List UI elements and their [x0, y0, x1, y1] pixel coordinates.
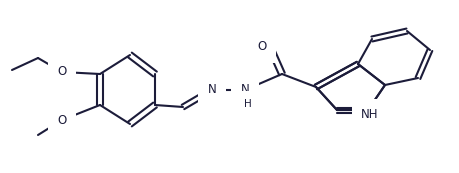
- Text: N: N: [240, 84, 249, 97]
- Text: O: O: [57, 113, 67, 126]
- Text: H: H: [244, 99, 252, 109]
- Text: NH: NH: [360, 108, 378, 121]
- Text: O: O: [57, 66, 67, 79]
- Text: N: N: [207, 84, 216, 97]
- Text: O: O: [257, 40, 266, 53]
